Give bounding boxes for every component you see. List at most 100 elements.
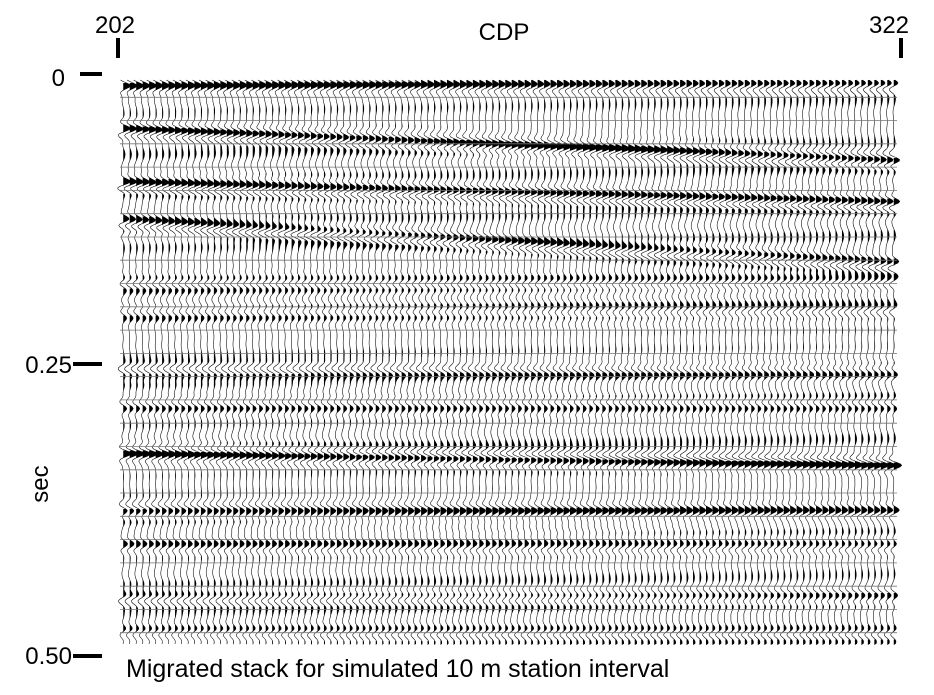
trace (143, 79, 158, 645)
trace-wiggle (627, 79, 643, 645)
trace-wiggle (181, 79, 196, 645)
trace-fill (298, 81, 306, 645)
trace-wiggle (887, 79, 903, 645)
trace-wiggle (757, 79, 773, 645)
trace-wiggle (563, 79, 579, 645)
trace-wiggle (790, 79, 805, 645)
x-tick-end (899, 38, 903, 58)
trace (303, 79, 319, 645)
trace-fill (434, 80, 441, 645)
trace-wiggle (868, 79, 883, 645)
trace (350, 79, 364, 645)
trace-fill (213, 81, 222, 645)
trace (673, 79, 688, 645)
trace (271, 79, 287, 645)
trace (589, 79, 605, 645)
trace (614, 79, 630, 645)
trace-wiggle (770, 79, 786, 645)
trace (647, 79, 662, 645)
trace-wiggle (395, 79, 409, 645)
trace-wiggle (538, 79, 553, 645)
trace (538, 79, 553, 645)
trace-fill (388, 81, 396, 645)
trace-fill (427, 80, 435, 645)
y-tick-0 (80, 72, 102, 76)
trace-fill (557, 80, 566, 645)
trace (686, 79, 701, 645)
trace-wiggle (797, 79, 812, 645)
trace-fill (395, 81, 403, 645)
trace (803, 79, 818, 645)
trace (842, 79, 857, 645)
trace-wiggle (297, 79, 312, 645)
trace (751, 79, 766, 645)
trace (149, 79, 164, 645)
trace-wiggle (363, 79, 377, 645)
trace-fill (239, 81, 247, 645)
trace (316, 79, 332, 645)
trace-wiggle (666, 79, 681, 645)
trace (634, 79, 650, 645)
trace (415, 79, 429, 645)
trace-wiggle (621, 79, 637, 645)
trace (460, 79, 474, 645)
trace-wiggle (130, 79, 145, 645)
trace-fill (576, 80, 585, 645)
trace-wiggle (206, 79, 222, 645)
trace-fill (570, 80, 578, 645)
trace (738, 79, 753, 645)
trace-wiggle (601, 79, 618, 645)
trace-fill (278, 81, 286, 645)
trace-fill (162, 81, 170, 644)
trace-fill (563, 80, 572, 645)
trace (868, 79, 883, 645)
trace-wiggle (816, 79, 831, 645)
trace-fill (466, 80, 474, 645)
trace-fill (252, 81, 260, 645)
trace-fill (375, 81, 383, 645)
trace (770, 79, 786, 645)
trace (343, 79, 358, 645)
trace-wiggle (370, 79, 384, 645)
trace-fill (608, 80, 617, 645)
trace-fill (194, 81, 202, 645)
trace-wiggle (466, 79, 481, 645)
trace-wiggle (251, 79, 267, 645)
trace-fill (731, 80, 739, 645)
trace-wiggle (829, 79, 844, 645)
trace-wiggle (175, 79, 190, 645)
trace-fill (518, 80, 527, 645)
trace-wiggle (874, 79, 890, 645)
trace (130, 79, 145, 645)
trace-fill (317, 81, 325, 645)
trace (887, 79, 903, 645)
y-tick-label-025: 0.25 (25, 352, 72, 379)
trace (193, 79, 209, 645)
trace-wiggle (595, 79, 611, 645)
trace-wiggle (277, 79, 293, 645)
trace-fill (272, 81, 280, 645)
trace-wiggle (712, 79, 727, 645)
trace (290, 79, 306, 645)
trace-wiggle (725, 79, 740, 645)
trace-wiggle (460, 79, 474, 645)
trace-fill (414, 81, 422, 645)
trace (155, 79, 171, 645)
trace-fill (382, 81, 390, 645)
trace (757, 79, 773, 645)
trace (699, 79, 714, 645)
trace (479, 79, 494, 645)
trace-wiggle (330, 79, 345, 645)
trace (395, 79, 409, 645)
trace (206, 79, 222, 645)
trace (231, 79, 248, 645)
trace-wiggle (705, 79, 720, 645)
trace-wiggle (842, 79, 857, 645)
trace-wiggle (441, 79, 455, 645)
trace-wiggle (421, 79, 435, 645)
trace (718, 79, 733, 645)
trace-fill (142, 81, 151, 644)
trace-wiggle (589, 79, 605, 645)
trace-wiggle (136, 79, 152, 645)
